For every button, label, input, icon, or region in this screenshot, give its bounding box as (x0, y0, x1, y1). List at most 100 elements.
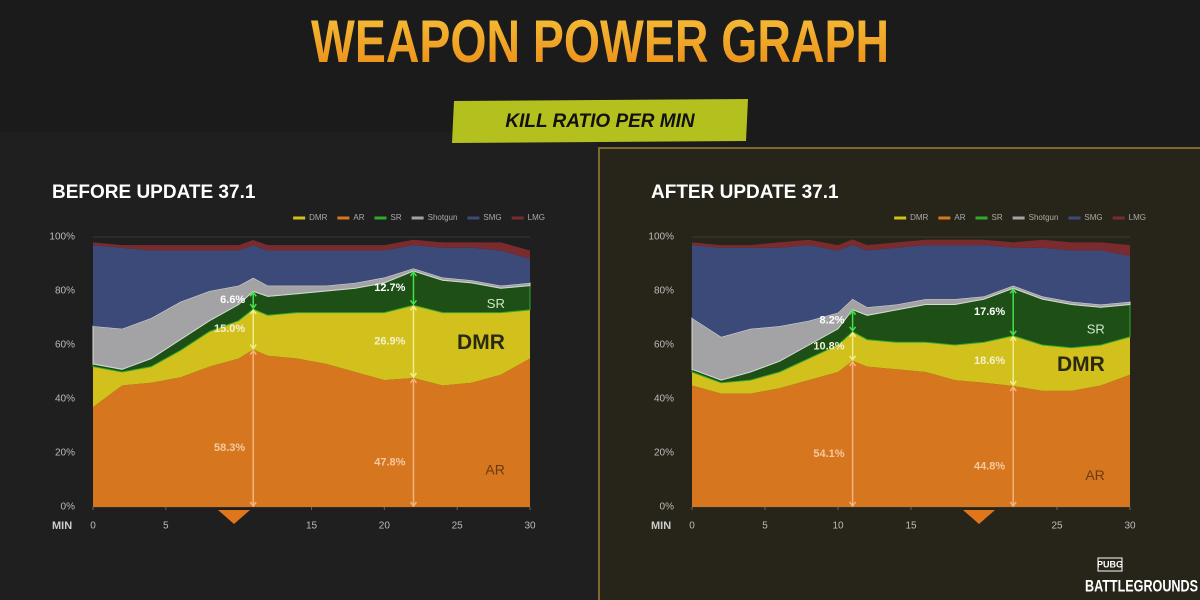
arrow-head (1009, 335, 1017, 342)
legend-label: SR (991, 213, 1002, 222)
area-label: AR (1085, 467, 1104, 483)
value-label: 8.2% (820, 315, 845, 327)
y-tick-label: 0% (660, 502, 675, 513)
area (93, 305, 530, 408)
arrow-head (249, 349, 257, 356)
arrow-head (1009, 501, 1017, 508)
chart-title: AFTER UPDATE 37.1 (651, 182, 839, 203)
arrow-head (1009, 330, 1017, 337)
x-tick-label: 0 (90, 521, 96, 532)
value-label: 17.6% (974, 306, 1005, 318)
arrow-head (409, 305, 418, 311)
legend-label: SR (390, 213, 401, 222)
arrow-head (249, 303, 257, 310)
arrow-head (409, 377, 418, 384)
area (92, 267, 531, 370)
x-tick-label: 30 (1124, 521, 1136, 532)
arrow-head (409, 270, 418, 277)
area (692, 331, 1130, 394)
x-tick-label: 20 (379, 521, 391, 532)
value-label: 54.1% (813, 448, 844, 460)
legend-label: AR (353, 213, 364, 222)
arrow-head (848, 501, 857, 508)
value-label: 18.6% (974, 355, 1005, 367)
logo-top: PUBG (1097, 559, 1123, 569)
legend-label: DMR (309, 213, 327, 222)
y-tick-label: 80% (654, 286, 674, 297)
marker (218, 510, 250, 524)
area (692, 244, 1130, 337)
logo-bottom: BATTLEGROUNDS (1085, 576, 1198, 595)
subtitle-banner (452, 99, 748, 143)
area (93, 239, 530, 259)
legend-label: SMG (483, 213, 501, 222)
arrow-head (409, 299, 418, 306)
arrow-head (848, 326, 857, 333)
arrow-head (409, 501, 418, 508)
y-tick-label: 100% (648, 232, 674, 243)
value-label: 15.0% (214, 323, 245, 335)
arrow-head (848, 355, 857, 362)
page-subtitle: KILL RATIO PER MIN (505, 111, 696, 132)
legend-label: LMG (1129, 213, 1146, 222)
x-tick-label: 0 (689, 521, 695, 532)
marker (963, 510, 995, 524)
y-tick-label: 20% (654, 448, 674, 459)
area (692, 239, 1130, 256)
chart-title: BEFORE UPDATE 37.1 (52, 182, 256, 203)
y-tick-label: 100% (49, 232, 75, 243)
value-label: 58.3% (214, 442, 245, 454)
y-tick-label: 40% (654, 394, 674, 405)
area-label: DMR (457, 331, 505, 354)
arrow-head (848, 360, 857, 367)
arrow-head (848, 331, 857, 338)
area (692, 360, 1130, 507)
value-label: 26.9% (374, 336, 405, 348)
arrow-head (1009, 288, 1017, 294)
arrow-head (249, 344, 257, 350)
y-tick-label: 60% (55, 340, 75, 351)
legend-label: AR (954, 213, 965, 222)
y-tick-label: 20% (55, 448, 75, 459)
logo-box (1097, 557, 1123, 572)
x-tick-label: 15 (306, 521, 318, 532)
legend-label: DMR (910, 213, 928, 222)
y-tick-label: 80% (55, 286, 75, 297)
x-tick-label: 5 (163, 521, 169, 532)
arrow-head (249, 501, 257, 508)
y-tick-label: 60% (654, 340, 674, 351)
x-axis-label: MIN (52, 520, 72, 532)
legend-label: LMG (528, 213, 545, 222)
x-tick-label: 25 (452, 521, 464, 532)
arrow-head (249, 291, 257, 297)
y-tick-label: 40% (55, 394, 75, 405)
y-tick-label: 0% (61, 502, 76, 513)
arrow-head (409, 372, 418, 379)
page-title: WEAPON POWER GRAPH (311, 8, 889, 75)
x-tick-label: 5 (762, 521, 768, 532)
arrow-head (249, 308, 257, 315)
area (691, 285, 1131, 381)
arrow-head (848, 309, 857, 316)
area-label: SR (487, 296, 505, 311)
area-label: AR (485, 462, 504, 478)
x-tick-label: 30 (524, 521, 536, 532)
x-tick-label: 25 (1051, 521, 1063, 532)
value-label: 44.8% (974, 460, 1005, 472)
legend-label: Shotgun (1029, 213, 1059, 222)
legend-label: SMG (1084, 213, 1102, 222)
x-tick-label: 10 (832, 521, 844, 532)
legend-label: Shotgun (428, 213, 458, 222)
x-tick-label: 15 (905, 521, 917, 532)
value-label: 6.6% (220, 294, 245, 306)
area (93, 349, 530, 507)
value-label: 12.7% (374, 282, 405, 294)
arrow-head (1009, 385, 1017, 392)
area-label: DMR (1057, 353, 1105, 376)
value-label: 10.8% (813, 340, 844, 352)
value-label: 47.8% (374, 456, 405, 468)
x-axis-label: MIN (651, 520, 671, 532)
area-label: SR (1087, 322, 1105, 337)
area (93, 245, 530, 329)
